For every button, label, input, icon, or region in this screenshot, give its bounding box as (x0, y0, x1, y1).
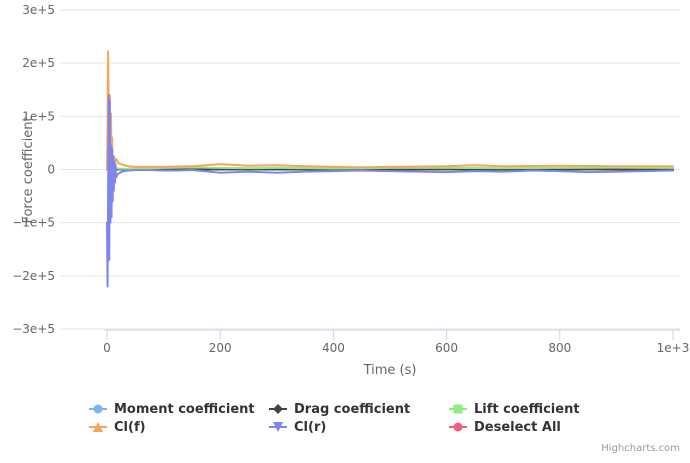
y-tick-label: 0 (47, 163, 55, 177)
x-axis-title: Time (s) (363, 363, 417, 378)
y-tick-label: 1e+5 (22, 109, 55, 123)
series-line-lift-coefficient[interactable] (106, 157, 674, 179)
series-line-cl-f[interactable] (106, 50, 674, 203)
series-line-cl-r[interactable] (106, 94, 674, 288)
y-tick-label: −3e+5 (12, 322, 55, 336)
legend-item-cl-f[interactable]: Cl(f) (88, 418, 146, 436)
x-tick-label: 200 (209, 341, 232, 355)
legend-item-moment-coefficient[interactable]: Moment coefficient (88, 400, 255, 418)
y-axis-title: Force coefficient (21, 116, 36, 223)
diamond-marker-icon (268, 403, 288, 415)
credits-link[interactable]: Highcharts.com (601, 443, 680, 454)
axis-layer: 3e+5 2e+5 1e+5 0 −1e+5 −2e+5 −3e+5 0 200 400 600 80… (12, 3, 689, 355)
triangle-marker-icon (88, 421, 108, 433)
triangle-down-marker-icon (268, 421, 288, 433)
series-layer (106, 50, 674, 288)
legend-label: Drag coefficient (294, 401, 411, 417)
legend-item-drag-coefficient[interactable]: Drag coefficient (268, 400, 410, 418)
circle-marker-icon (448, 421, 468, 433)
legend-label: Moment coefficient (114, 401, 255, 417)
legend-label: Cl(f) (114, 419, 146, 435)
x-tick-label: 800 (548, 341, 571, 355)
x-tick-label: 1e+3 (657, 341, 690, 355)
circle-marker-icon (88, 403, 108, 415)
x-tick-label: 0 (103, 341, 111, 355)
y-tick-label: 2e+5 (22, 56, 55, 70)
square-marker-icon (448, 403, 468, 415)
x-tick-label: 600 (435, 341, 458, 355)
legend-item-cl-r[interactable]: Cl(r) (268, 418, 326, 436)
y-tick-label: −1e+5 (12, 216, 55, 230)
x-tick-label: 400 (322, 341, 345, 355)
y-tick-label: −2e+5 (12, 269, 55, 283)
legend-item-deselect-all[interactable]: Deselect All (448, 418, 561, 436)
legend-label: Deselect All (474, 419, 561, 435)
y-tick-label: 3e+5 (22, 3, 55, 17)
legend-label: Cl(r) (294, 419, 327, 435)
legend-label: Lift coefficient (474, 401, 580, 417)
legend-item-lift-coefficient[interactable]: Lift coefficient (448, 400, 580, 418)
